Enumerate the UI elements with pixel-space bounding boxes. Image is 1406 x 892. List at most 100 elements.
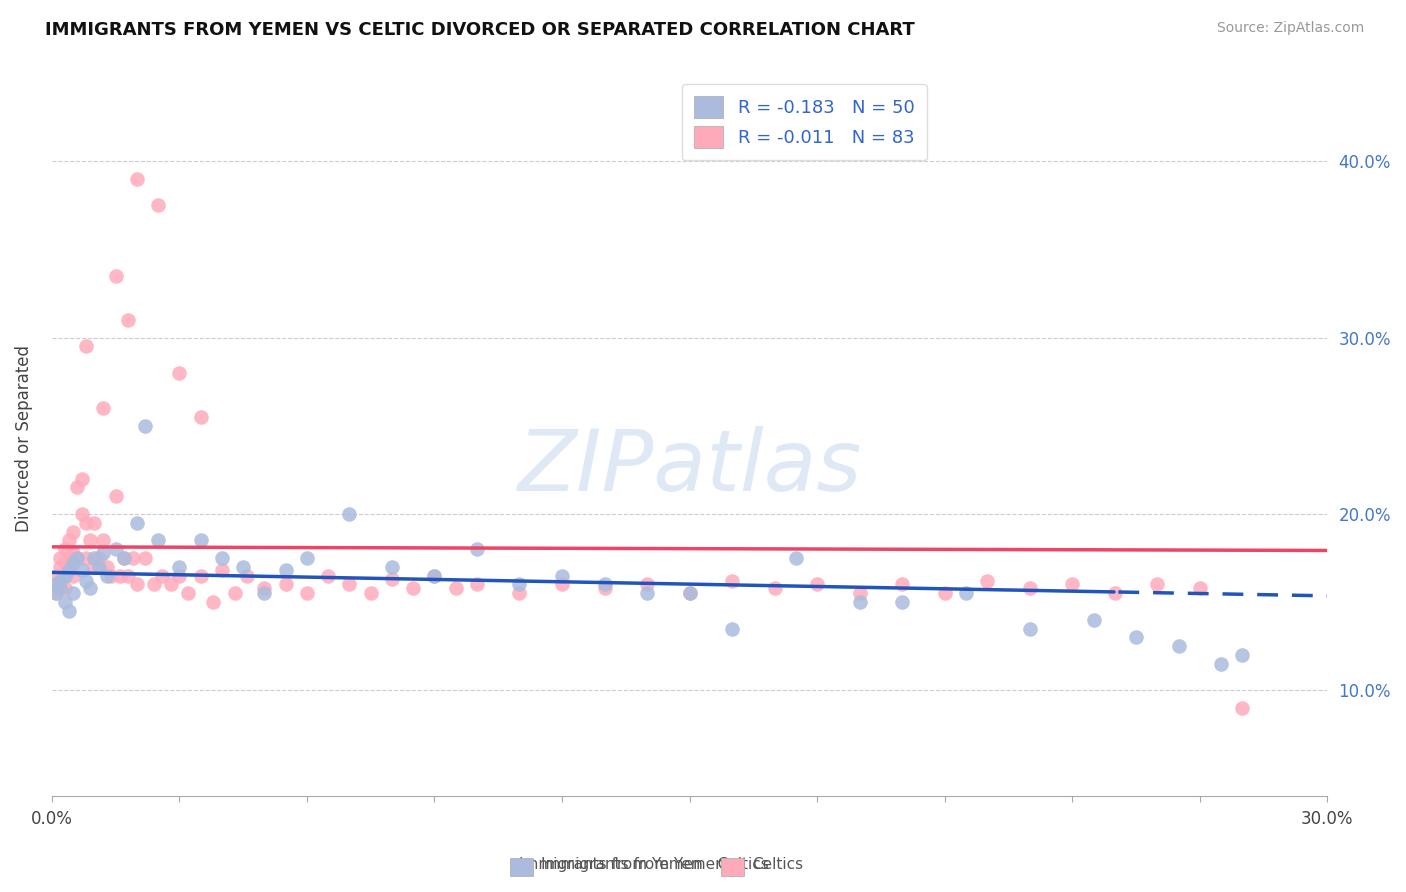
Point xyxy=(53,556,76,570)
Text: Celtics: Celtics xyxy=(703,857,769,872)
Point xyxy=(108,568,131,582)
Point xyxy=(211,551,233,566)
Point xyxy=(1104,586,1126,600)
Point xyxy=(381,559,404,574)
Text: IMMIGRANTS FROM YEMEN VS CELTIC DIVORCED OR SEPARATED CORRELATION CHART: IMMIGRANTS FROM YEMEN VS CELTIC DIVORCED… xyxy=(45,21,915,39)
Point xyxy=(1167,639,1189,653)
Point xyxy=(636,577,658,591)
Point xyxy=(134,551,156,566)
Point xyxy=(785,551,807,566)
Point xyxy=(70,563,93,577)
Point xyxy=(508,586,530,600)
Point xyxy=(1083,613,1105,627)
Point xyxy=(66,551,89,566)
Point xyxy=(91,533,114,548)
Point xyxy=(49,581,72,595)
Point xyxy=(117,568,139,582)
Point xyxy=(58,563,80,577)
Point xyxy=(53,595,76,609)
Point xyxy=(891,595,914,609)
Point xyxy=(112,551,135,566)
Point xyxy=(87,559,110,574)
Point xyxy=(125,516,148,530)
Point xyxy=(83,516,105,530)
Point xyxy=(169,559,191,574)
Point xyxy=(83,559,105,574)
Point xyxy=(169,568,191,582)
Point xyxy=(125,172,148,186)
Point xyxy=(891,577,914,591)
Point xyxy=(53,568,76,582)
Point xyxy=(169,366,191,380)
Point xyxy=(551,568,574,582)
Point xyxy=(104,489,127,503)
Point xyxy=(360,586,382,600)
Point xyxy=(150,568,173,582)
Point xyxy=(295,551,318,566)
Point xyxy=(62,524,84,539)
Point xyxy=(202,595,225,609)
Point xyxy=(1018,622,1040,636)
Point xyxy=(117,313,139,327)
Point xyxy=(121,551,143,566)
Point xyxy=(190,533,212,548)
Point xyxy=(955,586,977,600)
Text: Celtics: Celtics xyxy=(752,857,803,872)
Point xyxy=(49,574,72,588)
Point xyxy=(146,198,169,212)
Point xyxy=(402,581,425,595)
Point xyxy=(53,542,76,557)
Point xyxy=(339,507,361,521)
Point xyxy=(91,546,114,560)
Point xyxy=(1232,701,1254,715)
Point xyxy=(104,542,127,557)
Point xyxy=(721,622,744,636)
Point xyxy=(58,563,80,577)
Point xyxy=(75,516,97,530)
Point xyxy=(66,551,89,566)
Point xyxy=(70,472,93,486)
Point xyxy=(1209,657,1232,671)
Point xyxy=(58,604,80,618)
Text: ZIPatlas: ZIPatlas xyxy=(517,426,862,509)
Point xyxy=(232,559,254,574)
Point xyxy=(1018,581,1040,595)
Point xyxy=(423,568,446,582)
Point xyxy=(211,563,233,577)
Point xyxy=(274,563,297,577)
Text: Immigrants from Yemen: Immigrants from Yemen xyxy=(541,857,725,872)
Point xyxy=(75,574,97,588)
Point xyxy=(1232,648,1254,662)
Point xyxy=(53,568,76,582)
Point xyxy=(159,577,181,591)
Point xyxy=(976,574,998,588)
Point xyxy=(104,268,127,283)
Point xyxy=(96,559,118,574)
Point xyxy=(253,586,276,600)
Point xyxy=(49,581,72,595)
Point xyxy=(75,551,97,566)
Point xyxy=(125,577,148,591)
Point xyxy=(62,546,84,560)
Point xyxy=(45,568,67,582)
Point xyxy=(134,418,156,433)
Point xyxy=(678,586,700,600)
Point xyxy=(423,568,446,582)
Point xyxy=(177,586,200,600)
Point xyxy=(508,577,530,591)
Point xyxy=(678,586,700,600)
Point xyxy=(295,586,318,600)
Point xyxy=(58,551,80,566)
Point xyxy=(1188,581,1211,595)
Point xyxy=(112,551,135,566)
Point xyxy=(91,401,114,416)
Point xyxy=(45,586,67,600)
Text: Immigrants from Yemen: Immigrants from Yemen xyxy=(519,857,703,872)
Point xyxy=(96,568,118,582)
Point xyxy=(721,574,744,588)
Point xyxy=(593,581,616,595)
Point xyxy=(1125,631,1147,645)
Point xyxy=(236,568,259,582)
Point xyxy=(146,533,169,548)
Point xyxy=(70,507,93,521)
